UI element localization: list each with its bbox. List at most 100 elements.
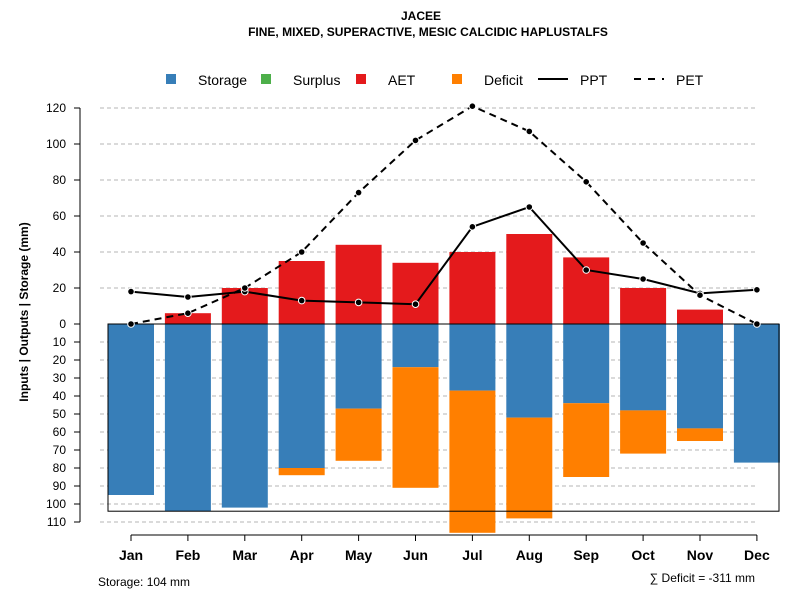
y-tick-label: 70 <box>53 443 67 457</box>
pet-line <box>130 105 758 325</box>
ppt-point <box>127 287 135 296</box>
bars <box>107 234 780 533</box>
legend-label-storage: Storage <box>198 72 247 88</box>
y-tick-label: 110 <box>47 515 66 529</box>
legend-swatch-deficit <box>452 74 462 84</box>
x-tick-label: Dec <box>744 547 770 563</box>
x-tick-label: Jun <box>403 547 428 563</box>
aet-bar <box>449 252 496 324</box>
legend-swatch-aet <box>356 74 366 84</box>
aet-bar <box>335 244 382 324</box>
legend: Storage Surplus AET Deficit PPT PET <box>166 72 704 88</box>
ppt-point <box>184 293 192 301</box>
storage-bar <box>620 324 667 411</box>
y-tick-label: 40 <box>53 245 67 259</box>
aet-bar <box>392 262 439 324</box>
storage-footnote: Storage: 104 mm <box>98 575 190 589</box>
deficit-bar <box>506 417 553 519</box>
deficit-bar <box>449 390 496 533</box>
legend-label-ppt: PPT <box>580 72 608 88</box>
ppt-point <box>468 223 477 231</box>
legend-label-aet: AET <box>388 72 416 88</box>
x-tick-label: Feb <box>175 547 200 563</box>
y-tick-label: 60 <box>53 425 67 439</box>
legend-label-surplus: Surplus <box>293 72 340 88</box>
deficit-bar <box>620 410 667 454</box>
pet-point <box>696 291 704 300</box>
storage-bar <box>335 324 382 409</box>
ppt-point <box>582 266 591 274</box>
storage-bar <box>221 324 268 508</box>
legend-swatch-storage <box>166 74 176 84</box>
axes: 0 20 40 60 80 100 120 10 20 30 40 50 60 70 80 90 100 110 J… <box>46 101 770 563</box>
pet-point <box>753 320 761 328</box>
ppt-point <box>525 203 534 211</box>
pet-point <box>184 309 192 318</box>
y-tick-label: 80 <box>53 461 67 475</box>
storage-bar <box>733 324 780 463</box>
y-tick-label: 20 <box>53 281 67 295</box>
aet-bar <box>677 309 723 324</box>
y-tick-label: 120 <box>46 101 66 115</box>
storage-bar <box>506 324 553 418</box>
y-tick-label: 20 <box>53 353 67 367</box>
y-tick-label: 60 <box>53 209 67 223</box>
x-tick-label: Jul <box>462 547 482 563</box>
x-tick-label: Mar <box>232 547 257 563</box>
pet-point <box>241 284 249 292</box>
x-tick-label: May <box>345 547 372 563</box>
ppt-point <box>639 275 647 283</box>
x-tick-label: Jan <box>119 547 143 563</box>
ppt-point <box>411 300 420 309</box>
legend-label-pet: PET <box>676 72 704 88</box>
x-tick-label: Aug <box>516 547 543 563</box>
deficit-bar <box>677 428 723 441</box>
deficit-bar <box>563 403 610 477</box>
pet-point <box>127 320 135 328</box>
pet-point <box>354 188 363 197</box>
y-tick-label: 90 <box>53 479 67 493</box>
storage-bar <box>108 324 154 495</box>
y-axis-label: Inputs | Outputs | Storage (mm) <box>17 222 31 401</box>
aet-bar <box>164 313 211 324</box>
aet-bar <box>506 234 553 324</box>
deficit-bar <box>335 408 382 461</box>
x-tick-label: Apr <box>290 547 315 563</box>
y-tick-label: 100 <box>46 497 66 511</box>
storage-bar <box>449 324 496 391</box>
legend-swatch-surplus <box>261 74 271 84</box>
y-tick-label: 40 <box>53 389 67 403</box>
y-tick-label: 0 <box>59 317 66 331</box>
pet-point <box>411 136 420 145</box>
pet-point <box>525 127 534 136</box>
y-tick-label: 50 <box>53 407 67 421</box>
y-tick-label: 80 <box>53 173 67 187</box>
chart-subtitle: FINE, MIXED, SUPERACTIVE, MESIC CALCIDIC… <box>248 25 608 39</box>
pet-point <box>639 239 647 247</box>
legend-label-deficit: Deficit <box>484 72 523 88</box>
storage-bar <box>563 324 610 404</box>
x-tick-label: Oct <box>631 547 655 563</box>
deficit-bar <box>278 468 325 476</box>
x-tick-label: Nov <box>687 547 714 563</box>
deficit-bar <box>392 367 439 488</box>
aet-bar <box>620 288 667 324</box>
pet-point <box>582 178 591 186</box>
y-tick-label: 30 <box>53 371 67 385</box>
chart-title: JACEE <box>401 9 441 23</box>
storage-bar <box>278 324 325 468</box>
series-lines <box>127 102 761 328</box>
y-tick-label: 10 <box>53 335 67 349</box>
aet-bar <box>278 261 325 324</box>
pet-point <box>468 102 477 110</box>
ppt-point <box>354 298 363 307</box>
storage-bar <box>392 324 439 368</box>
ppt-point <box>753 286 761 294</box>
ppt-point <box>297 296 306 305</box>
y-tick-label: 100 <box>46 137 66 151</box>
storage-bar <box>164 324 211 512</box>
deficit-footnote: ∑ Deficit = -311 mm <box>650 571 755 585</box>
storage-bar <box>677 324 723 429</box>
x-tick-label: Sep <box>573 547 599 563</box>
